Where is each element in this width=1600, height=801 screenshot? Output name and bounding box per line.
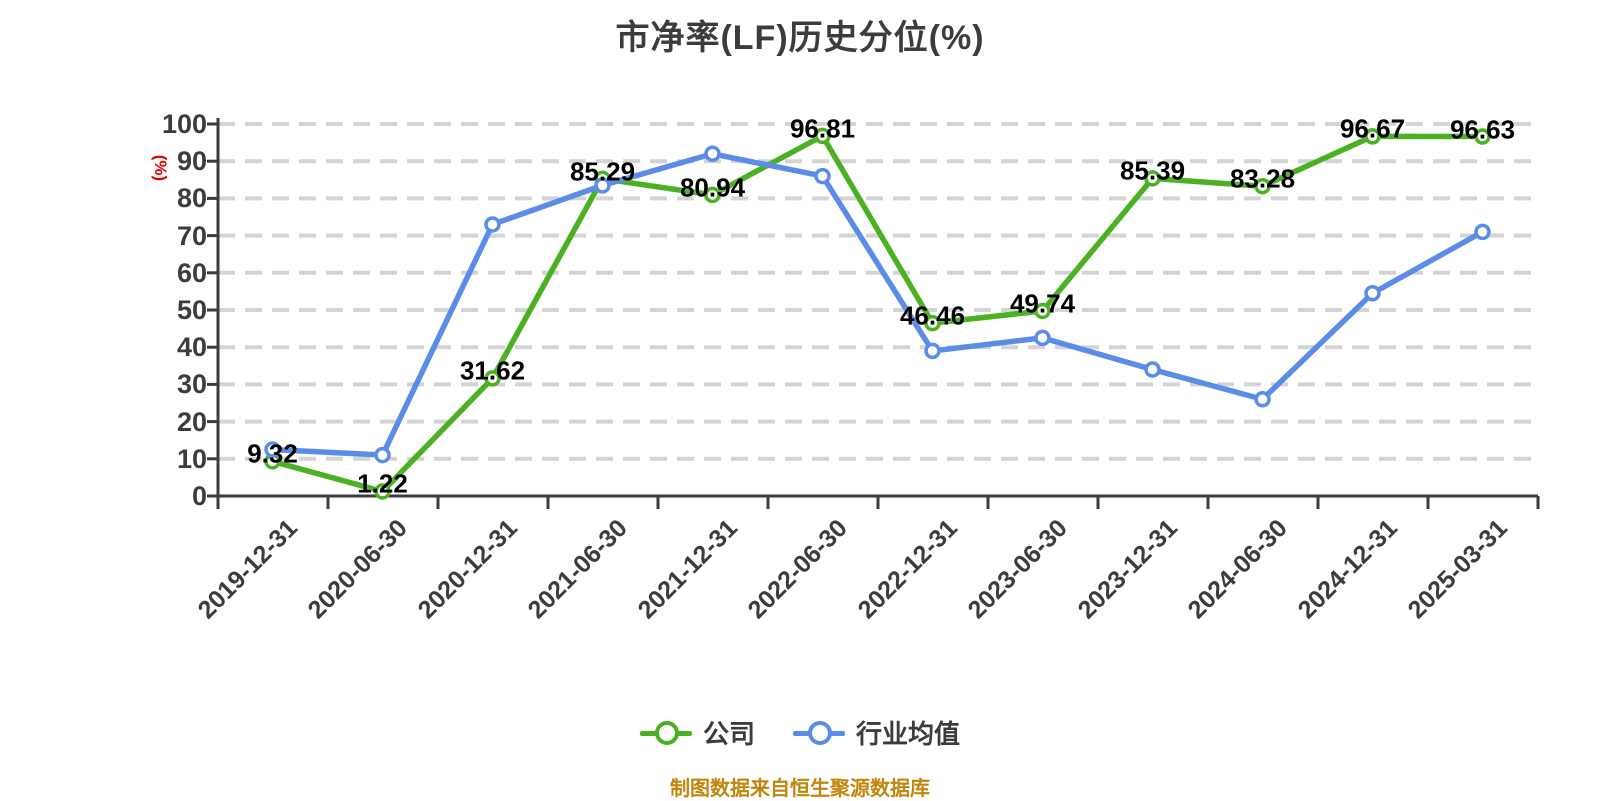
data-point-marker (264, 441, 281, 458)
data-point-marker (374, 446, 391, 464)
y-axis-tick-label: 40 (176, 332, 207, 363)
data-point-marker (1034, 329, 1051, 347)
data-point-marker (594, 177, 611, 194)
data-point-marker (814, 167, 831, 185)
data-point-marker (1144, 361, 1161, 378)
y-axis-tick-label: 20 (176, 406, 207, 437)
y-axis-tick-label: 90 (176, 146, 207, 177)
legend-label-industry-average: 行业均值 (856, 719, 961, 749)
data-point-value-label: 85.29 (569, 156, 636, 187)
y-axis-tick-label: 60 (176, 257, 207, 288)
data-point-marker (704, 186, 721, 204)
data-point-marker (1474, 223, 1491, 241)
data-point-marker (704, 145, 721, 163)
series-line-company (269, 133, 1486, 495)
data-point-marker (924, 342, 941, 360)
data-point-value-label: 96.63 (1449, 114, 1516, 145)
data-point-value-label: 9.32 (247, 438, 298, 469)
data-point-value-label: 85.39 (1119, 155, 1186, 186)
y-axis-tick-label: 0 (191, 481, 207, 511)
industry-line-marker-icon (793, 720, 845, 746)
data-point-marker (1364, 285, 1381, 302)
y-axis-tick-label: 100 (161, 109, 207, 139)
data-point-marker (484, 216, 501, 233)
company-line-marker-icon (639, 720, 692, 746)
y-axis-tick-label: 30 (176, 369, 207, 400)
data-point-marker (1144, 170, 1161, 187)
data-point-value-label: 80.94 (679, 172, 746, 203)
data-point-value-label: 46.46 (899, 300, 966, 331)
data-point-marker (1474, 128, 1491, 145)
data-point-marker (814, 127, 831, 145)
legend-label-company: 公司 (702, 719, 755, 749)
legend: 公司 行业均值 (0, 714, 1600, 751)
y-axis-tick-label: 10 (176, 443, 207, 474)
y-axis-tick-label: 80 (176, 183, 207, 214)
data-point-marker (1034, 302, 1051, 320)
data-point-marker (1254, 391, 1271, 408)
data-point-value-label: 83.28 (1229, 163, 1296, 194)
y-axis-tick-label: 50 (176, 295, 207, 325)
data-point-value-label: 96.67 (1339, 113, 1406, 144)
data-point-value-label: 1.22 (357, 468, 408, 499)
data-point-value-label: 49.74 (1009, 288, 1076, 319)
data-point-value-label: 31.62 (459, 355, 526, 386)
data-source-note: 制图数据来自恒生聚源数据库 (670, 778, 930, 800)
data-point-value-label: 96.81 (789, 113, 856, 144)
series-line-industry-average (269, 151, 1486, 458)
data-point-marker (374, 483, 391, 500)
data-point-marker (1364, 128, 1381, 145)
chart-title: 市净率(LF)历史分位(%) (615, 19, 985, 57)
y-axis-tick-label: 70 (176, 220, 207, 251)
legend-item-industry-average[interactable]: 行业均值 (793, 714, 960, 751)
data-point-marker (1254, 177, 1271, 195)
data-point-marker (484, 370, 501, 387)
legend-item-company[interactable]: 公司 (639, 714, 755, 751)
data-point-marker (924, 314, 941, 332)
